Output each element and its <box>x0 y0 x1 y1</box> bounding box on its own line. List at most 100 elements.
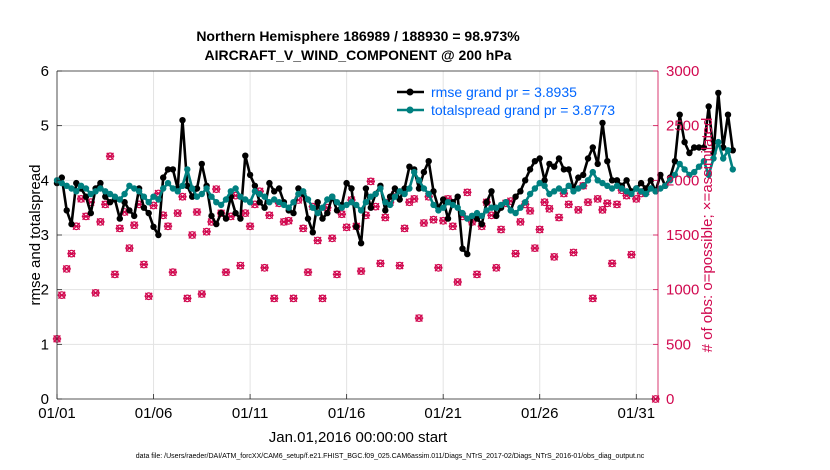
obs-assimilated-marker <box>115 224 124 233</box>
data-point <box>594 177 601 184</box>
data-point <box>87 190 95 198</box>
obs-assimilated-marker <box>178 192 187 201</box>
data-point <box>160 174 167 181</box>
data-point <box>116 196 124 203</box>
data-point <box>213 199 220 206</box>
obs-assimilated-marker <box>410 195 419 203</box>
y2-tick-labels: 0 500 1000 1500 2000 2500 3000 <box>666 63 699 408</box>
data-point <box>705 171 712 179</box>
legend-rmse-marker <box>406 88 414 96</box>
data-point <box>565 182 572 189</box>
obs-assimilated-marker <box>245 222 255 231</box>
data-point <box>106 199 114 206</box>
data-point <box>333 199 341 206</box>
data-point <box>164 166 172 173</box>
data-point <box>613 182 621 189</box>
obs-assimilated-marker <box>540 198 549 207</box>
data-point <box>232 185 239 192</box>
data-point <box>536 155 543 162</box>
data-point <box>237 193 244 200</box>
data-point <box>705 103 712 110</box>
data-point <box>77 182 85 189</box>
data-point <box>193 193 201 200</box>
data-point <box>396 188 403 195</box>
y-tick-label: 5 <box>41 118 49 135</box>
data-point <box>444 199 452 206</box>
obs-assimilated-marker <box>492 263 501 272</box>
x-tick-label: 01/31 <box>618 405 656 422</box>
data-point <box>497 201 505 209</box>
data-point <box>551 188 558 195</box>
obs-assimilated-marker <box>202 227 211 236</box>
data-point <box>681 138 688 146</box>
data-point <box>150 193 157 200</box>
data-point <box>517 188 524 195</box>
data-point <box>58 174 65 181</box>
data-point <box>367 204 374 211</box>
data-point <box>145 209 152 217</box>
data-point <box>420 185 428 192</box>
data-point <box>256 190 263 198</box>
data-point <box>618 185 625 192</box>
data-point <box>502 199 510 206</box>
data-point <box>724 147 732 154</box>
data-point <box>613 177 621 184</box>
obs-assimilated-marker <box>588 294 598 303</box>
data-point <box>666 177 674 184</box>
data-point <box>145 199 152 206</box>
obs-assimilated-marker <box>463 188 472 197</box>
data-point <box>695 144 703 151</box>
obs-assimilated-marker <box>130 221 139 230</box>
data-point <box>131 212 138 220</box>
data-point <box>575 185 582 192</box>
data-point <box>271 196 278 203</box>
obs-assimilated-marker <box>270 294 279 303</box>
data-point <box>464 215 471 222</box>
data-point <box>483 199 490 206</box>
data-point <box>512 193 519 200</box>
data-point <box>333 207 341 214</box>
data-point <box>560 166 568 173</box>
data-point <box>160 185 167 192</box>
data-point <box>691 144 698 151</box>
data-point <box>391 193 399 200</box>
x-tick-label: 01/11 <box>232 405 268 422</box>
obs-assimilated-marker <box>376 259 385 268</box>
data-point <box>150 223 157 230</box>
legend-rmse-label: rmse grand pr = 3.8935 <box>431 84 577 100</box>
data-point <box>647 177 654 184</box>
data-point <box>280 201 288 209</box>
data-point <box>343 179 350 187</box>
data-point <box>483 207 490 214</box>
data-point <box>135 188 143 195</box>
data-point <box>584 155 592 162</box>
data-point <box>430 201 437 209</box>
data-point <box>217 209 225 217</box>
data-point <box>174 188 181 195</box>
data-point <box>232 209 239 217</box>
obs-assimilated-marker <box>313 236 322 245</box>
obs-assimilated-marker <box>197 290 207 298</box>
data-point <box>179 117 186 124</box>
obs-assimilated-marker <box>472 270 482 279</box>
data-point <box>440 196 447 203</box>
data-point <box>633 185 640 192</box>
obs-assimilated-marker <box>496 225 506 234</box>
obs-assimilated-marker <box>583 198 593 207</box>
y-tick-label: 0 <box>41 391 49 408</box>
data-point <box>155 231 162 239</box>
data-point <box>256 199 263 206</box>
y-tick-label: 6 <box>41 63 49 80</box>
obs-assimilated-marker <box>91 289 100 297</box>
obs-assimilated-marker <box>342 223 351 232</box>
data-point <box>575 174 582 181</box>
data-point <box>415 177 423 184</box>
data-point <box>290 199 297 206</box>
data-point <box>275 199 283 206</box>
data-point <box>637 188 645 195</box>
data-point <box>377 185 384 192</box>
data-point <box>300 188 307 195</box>
data-point <box>555 155 563 162</box>
data-point <box>488 204 495 211</box>
